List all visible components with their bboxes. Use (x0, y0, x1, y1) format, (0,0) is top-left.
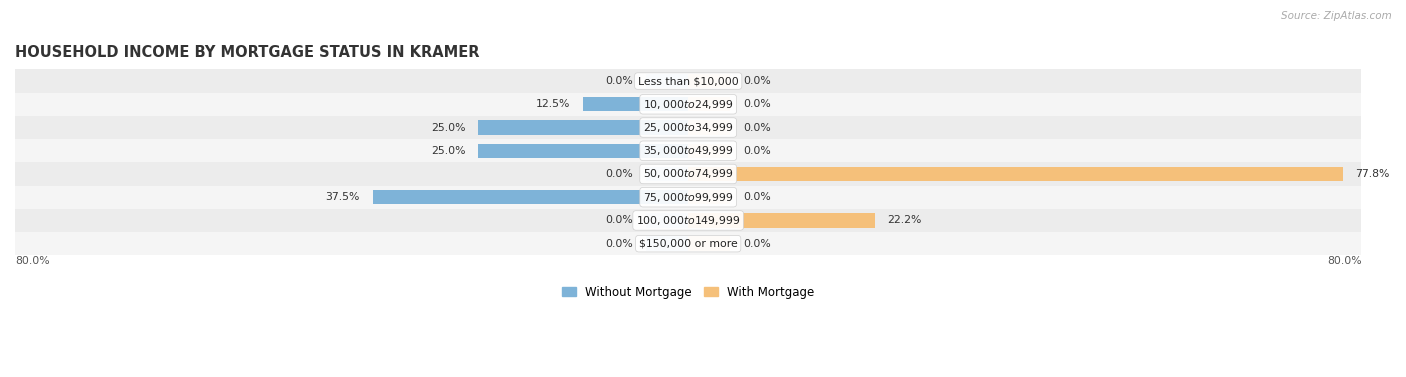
Text: 0.0%: 0.0% (606, 169, 634, 179)
Bar (647, 167, 688, 181)
Bar (688, 190, 730, 204)
Text: 25.0%: 25.0% (430, 123, 465, 133)
Text: 22.2%: 22.2% (887, 215, 922, 225)
Bar (15, 69, 1361, 93)
Bar (688, 120, 730, 135)
Text: Less than $10,000: Less than $10,000 (638, 76, 738, 86)
Text: $35,000 to $49,999: $35,000 to $49,999 (643, 144, 734, 157)
Text: 12.5%: 12.5% (536, 99, 571, 109)
Text: 80.0%: 80.0% (1327, 256, 1361, 267)
Bar (647, 74, 688, 88)
Text: $150,000 or more: $150,000 or more (638, 239, 738, 249)
Bar (15, 185, 1361, 209)
Text: $100,000 to $149,999: $100,000 to $149,999 (636, 214, 741, 227)
Text: Source: ZipAtlas.com: Source: ZipAtlas.com (1281, 11, 1392, 21)
Bar (478, 120, 688, 135)
Text: 0.0%: 0.0% (606, 76, 634, 86)
Text: $10,000 to $24,999: $10,000 to $24,999 (643, 98, 734, 111)
Text: $50,000 to $74,999: $50,000 to $74,999 (643, 167, 734, 181)
Bar (647, 213, 688, 228)
Bar (15, 209, 1361, 232)
Bar (373, 190, 688, 204)
Bar (15, 162, 1361, 185)
Bar (15, 93, 1361, 116)
Text: 37.5%: 37.5% (326, 192, 360, 202)
Text: 77.8%: 77.8% (1355, 169, 1391, 179)
Text: 0.0%: 0.0% (742, 99, 770, 109)
Bar (688, 144, 730, 158)
Text: 0.0%: 0.0% (742, 146, 770, 156)
Text: HOUSEHOLD INCOME BY MORTGAGE STATUS IN KRAMER: HOUSEHOLD INCOME BY MORTGAGE STATUS IN K… (15, 45, 479, 60)
Bar (15, 116, 1361, 139)
Bar (583, 97, 688, 112)
Bar (15, 232, 1361, 255)
Bar (478, 144, 688, 158)
Text: 80.0%: 80.0% (15, 256, 49, 267)
Bar (688, 167, 1343, 181)
Text: $25,000 to $34,999: $25,000 to $34,999 (643, 121, 734, 134)
Text: 0.0%: 0.0% (742, 239, 770, 249)
Text: $75,000 to $99,999: $75,000 to $99,999 (643, 191, 734, 204)
Bar (688, 97, 730, 112)
Bar (688, 74, 730, 88)
Bar (15, 139, 1361, 162)
Legend: Without Mortgage, With Mortgage: Without Mortgage, With Mortgage (557, 281, 820, 303)
Text: 0.0%: 0.0% (742, 76, 770, 86)
Text: 0.0%: 0.0% (742, 192, 770, 202)
Text: 25.0%: 25.0% (430, 146, 465, 156)
Text: 0.0%: 0.0% (742, 123, 770, 133)
Text: 0.0%: 0.0% (606, 239, 634, 249)
Bar (647, 236, 688, 251)
Text: 0.0%: 0.0% (606, 215, 634, 225)
Bar (688, 213, 875, 228)
Bar (688, 236, 730, 251)
